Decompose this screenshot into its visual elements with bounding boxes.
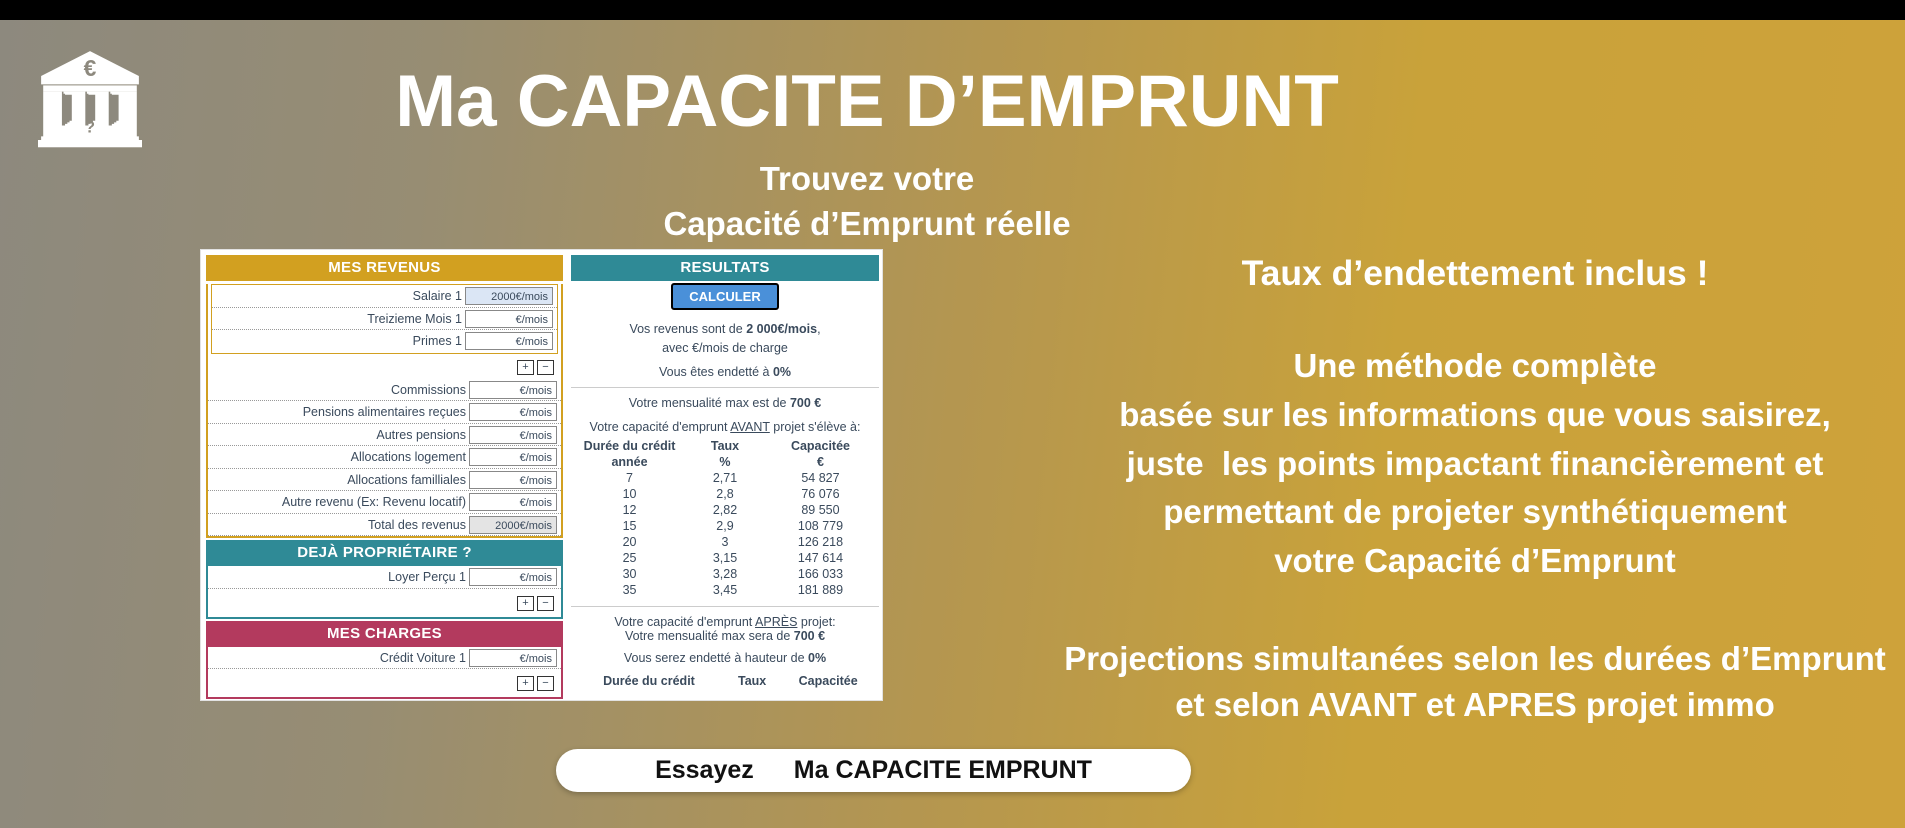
svg-text:?: ? (85, 118, 95, 137)
svg-text:€: € (84, 55, 97, 81)
